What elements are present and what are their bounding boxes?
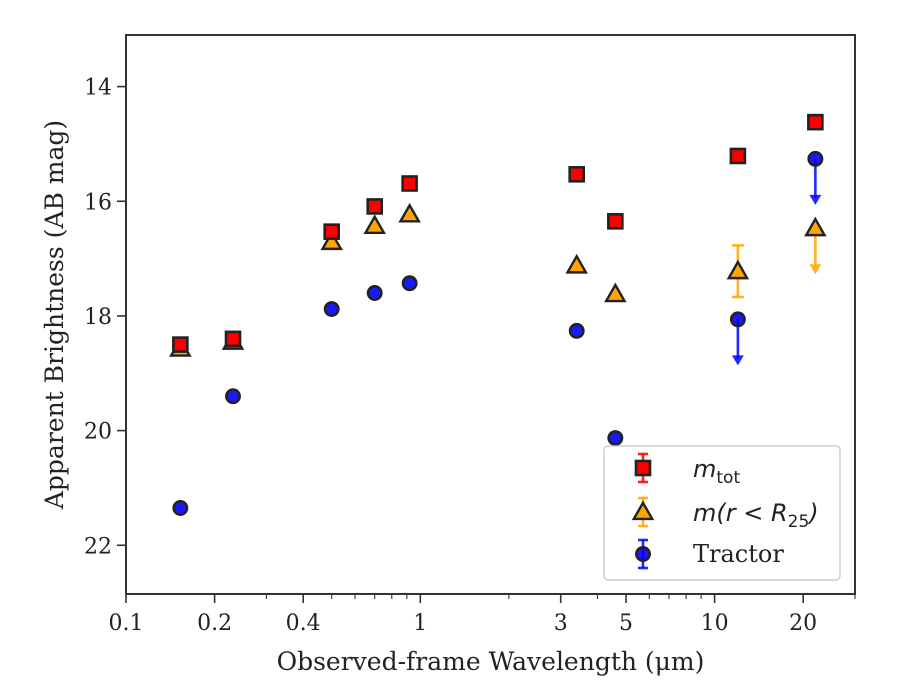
circle-marker (323, 301, 340, 318)
square-marker (224, 330, 242, 348)
triangle-marker (631, 500, 655, 521)
x-tick-label: 0.4 (286, 611, 321, 636)
square-marker (634, 459, 652, 477)
axis-ticks: 0.1 0.2 0.4 1 3 5 10 20 14 16 18 20 22 (84, 76, 856, 636)
circle-marker (607, 430, 624, 447)
series-square (172, 113, 824, 353)
square-marker (366, 198, 384, 215)
series-circle (172, 150, 824, 516)
square-marker (172, 336, 189, 353)
square-marker (729, 147, 747, 165)
series-triangle (169, 202, 827, 357)
x-tick-label: 10 (701, 611, 729, 636)
square-marker (807, 113, 824, 131)
triangle-marker (804, 216, 827, 237)
circle-marker (225, 388, 241, 405)
square-marker (323, 223, 341, 240)
y-tick-label: 22 (84, 534, 112, 559)
circle-marker (807, 150, 824, 167)
upper-limit-arrowhead (809, 194, 822, 205)
y-tick-label: 20 (84, 420, 112, 445)
upper-limit-arrowhead (731, 355, 744, 366)
square-marker (607, 213, 624, 230)
circle-marker (172, 500, 189, 516)
y-tick-label: 14 (84, 76, 112, 101)
legend-box (603, 445, 841, 581)
x-tick-label: 1 (413, 611, 427, 636)
square-marker (568, 166, 586, 183)
circle-marker (366, 285, 383, 301)
plot-frame (125, 34, 856, 595)
plot-marks (169, 113, 827, 516)
x-tick-label: 0.2 (197, 611, 232, 636)
circle-marker (568, 322, 585, 339)
x-tick-label: 0.1 (109, 611, 144, 636)
y-axis-label: Apparent Brightness (AB mag) (40, 120, 69, 510)
circle-marker (401, 275, 418, 292)
x-tick-label: 5 (619, 611, 633, 636)
triangle-marker (726, 259, 750, 280)
circle-marker (635, 546, 651, 562)
x-tick-label: 20 (789, 611, 817, 636)
upper-limit-arrowhead (809, 264, 822, 275)
y-tick-label: 18 (84, 305, 112, 330)
triangle-marker (565, 253, 588, 274)
triangle-marker (320, 230, 343, 251)
triangle-marker (363, 214, 386, 235)
square-marker (401, 175, 418, 192)
triangle-marker (398, 202, 421, 223)
legend-label: m(r < R25) (693, 499, 819, 532)
x-tick-label: 3 (554, 611, 568, 636)
circle-marker (729, 311, 746, 328)
triangle-marker (604, 282, 627, 303)
x-axis-label: Observed-frame Wavelength (μm) (277, 647, 705, 676)
legend-label: Tractor (693, 540, 784, 568)
y-tick-label: 16 (84, 190, 112, 215)
